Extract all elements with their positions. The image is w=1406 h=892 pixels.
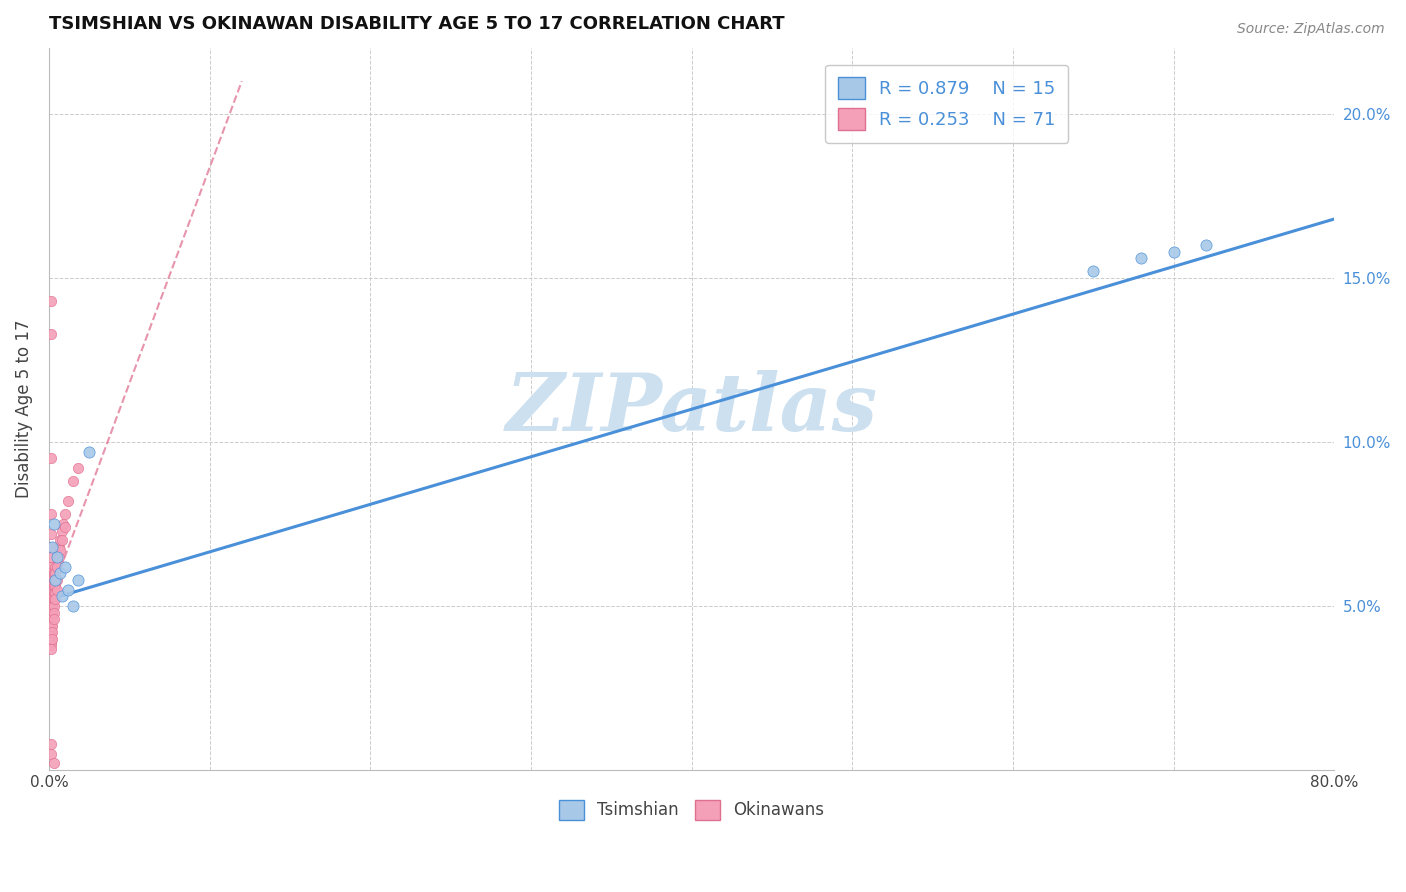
Point [39, 579, 62, 593]
Point [1083, 264, 1105, 278]
Point [39, 599, 62, 613]
Point [42, 599, 65, 613]
Point [42, 566, 65, 581]
Point [1130, 252, 1153, 266]
Point [41, 612, 63, 626]
Point [42, 586, 65, 600]
Point [41, 599, 63, 613]
Point [42, 756, 65, 771]
Point [62, 475, 84, 489]
Point [41, 540, 63, 554]
Point [39, 632, 62, 646]
Point [44, 573, 66, 587]
Point [49, 533, 72, 548]
Point [39, 747, 62, 761]
Point [42, 516, 65, 531]
Point [53, 507, 76, 521]
Point [44, 579, 66, 593]
Point [41, 625, 63, 640]
Point [39, 566, 62, 581]
Point [42, 573, 65, 587]
Point [44, 586, 66, 600]
Point [51, 524, 73, 538]
Point [39, 639, 62, 653]
Point [39, 293, 62, 308]
Point [51, 589, 73, 603]
Point [39, 625, 62, 640]
Point [39, 559, 62, 574]
Point [39, 608, 62, 623]
Point [53, 520, 76, 534]
Point [42, 612, 65, 626]
Point [39, 737, 62, 751]
Point [46, 559, 69, 574]
Point [39, 612, 62, 626]
Text: Source: ZipAtlas.com: Source: ZipAtlas.com [1237, 22, 1385, 37]
Point [41, 586, 63, 600]
Point [39, 451, 62, 466]
Point [44, 573, 66, 587]
Point [48, 540, 70, 554]
Point [42, 606, 65, 620]
Point [42, 579, 65, 593]
Point [39, 549, 62, 564]
Point [1195, 238, 1218, 252]
Point [49, 566, 72, 581]
Point [46, 573, 69, 587]
Point [39, 618, 62, 632]
Point [39, 635, 62, 649]
Point [77, 445, 100, 459]
Point [39, 540, 62, 554]
Text: TSIMSHIAN VS OKINAWAN DISABILITY AGE 5 TO 17 CORRELATION CHART: TSIMSHIAN VS OKINAWAN DISABILITY AGE 5 T… [49, 15, 785, 33]
Point [1163, 244, 1185, 259]
Point [41, 606, 63, 620]
Point [39, 507, 62, 521]
Point [66, 573, 89, 587]
Point [51, 533, 73, 548]
Point [41, 618, 63, 632]
Point [46, 549, 69, 564]
Point [39, 606, 62, 620]
Point [39, 641, 62, 656]
Point [39, 586, 62, 600]
Point [39, 326, 62, 341]
Point [58, 494, 80, 508]
Point [41, 592, 63, 607]
Point [39, 592, 62, 607]
Point [58, 582, 80, 597]
Point [44, 592, 66, 607]
Legend: Tsimshian, Okinawans: Tsimshian, Okinawans [553, 793, 831, 827]
Point [66, 461, 89, 475]
Point [49, 543, 72, 558]
Point [42, 592, 65, 607]
Point [53, 559, 76, 574]
Point [41, 632, 63, 646]
Point [44, 566, 66, 581]
Point [46, 582, 69, 597]
Point [39, 615, 62, 630]
Point [39, 602, 62, 616]
Text: ZIPatlas: ZIPatlas [506, 370, 877, 448]
Y-axis label: Disability Age 5 to 17: Disability Age 5 to 17 [15, 320, 32, 499]
Point [52, 516, 75, 531]
Point [39, 573, 62, 587]
Point [41, 579, 63, 593]
Point [39, 526, 62, 541]
Point [62, 599, 84, 613]
Point [44, 559, 66, 574]
Point [39, 628, 62, 642]
Point [48, 549, 70, 564]
Point [41, 573, 63, 587]
Point [39, 622, 62, 636]
Point [39, 596, 62, 610]
Point [46, 549, 69, 564]
